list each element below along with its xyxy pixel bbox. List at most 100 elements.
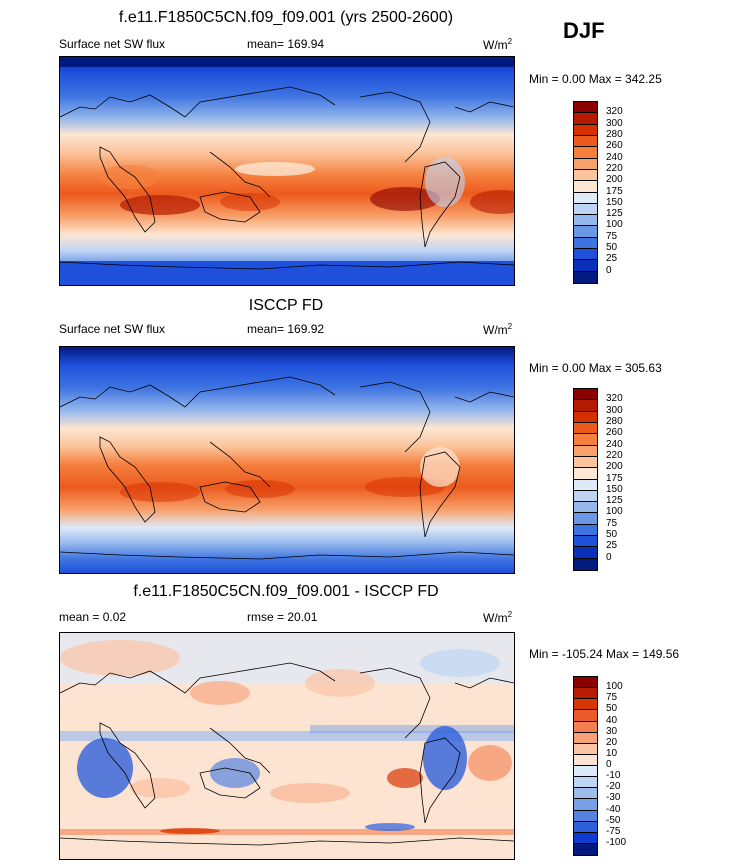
panel-2-mean-label: mean= (247, 322, 285, 336)
colorbar-segment (574, 843, 597, 855)
colorbar-tick-label: 30 (606, 725, 618, 737)
colorbar-tick-label: 50 (606, 703, 618, 715)
colorbar-segment (574, 260, 597, 272)
colorbar-segment (574, 721, 597, 733)
colorbar-segment (574, 699, 597, 711)
panel-1-colorbar (573, 101, 598, 284)
colorbar-segment (574, 215, 597, 227)
colorbar-segment (574, 502, 597, 514)
panel-1-coastlines (60, 86, 514, 270)
colorbar-tick-label: 25 (606, 540, 618, 552)
colorbar-tick-label: 50 (606, 242, 618, 254)
colorbar-segment (574, 147, 597, 159)
colorbar-tick-label: 240 (606, 151, 623, 163)
colorbar-segment (574, 456, 597, 469)
colorbar-tick-label: 300 (606, 404, 623, 416)
colorbar-tick-label: 100 (606, 219, 623, 231)
panel-3-rmse-value: 20.01 (287, 610, 318, 624)
colorbar-segment (574, 766, 597, 778)
colorbar-tick-label: 280 (606, 415, 623, 427)
colorbar-segment (574, 677, 597, 689)
colorbar-tick-label: 25 (606, 253, 618, 265)
colorbar-segment (574, 411, 597, 423)
panel-1-variable-label: Surface net SW flux (59, 37, 166, 51)
panel-2-field (60, 347, 514, 573)
panel-3-rmse-label: rmse = (247, 610, 285, 624)
colorbar-tick-label: -75 (606, 825, 621, 837)
colorbar-segment (574, 203, 597, 216)
colorbar-tick-label: 125 (606, 495, 623, 507)
colorbar-tick-label: 320 (606, 106, 623, 118)
colorbar-segment (574, 536, 597, 548)
colorbar-tick-label: 260 (606, 140, 623, 152)
colorbar-tick-label: 50 (606, 529, 618, 541)
colorbar-tick-label: 75 (606, 692, 618, 704)
panel-2-title: ISCCP FD (248, 297, 324, 314)
colorbar-segment (574, 788, 597, 800)
colorbar-tick-label: -40 (606, 803, 621, 815)
panel-1-range: Min = 0.00 Max = 342.25 (529, 72, 662, 86)
colorbar-tick-label: 200 (606, 174, 623, 186)
panel-1-mean-value: 169.94 (287, 37, 325, 51)
panel-1-map (59, 56, 515, 286)
colorbar-tick-label: 10 (606, 747, 618, 759)
colorbar-segment (574, 434, 597, 446)
colorbar-segment (574, 754, 597, 766)
colorbar-tick-label: 280 (606, 128, 623, 140)
colorbar-tick-label: 175 (606, 185, 623, 197)
colorbar-tick-label: 75 (606, 517, 618, 529)
panel-3-colorbar (573, 676, 598, 856)
colorbar-segment (574, 810, 597, 822)
colorbar-tick-label: -10 (606, 770, 621, 782)
colorbar-tick-label: 20 (606, 736, 618, 748)
panel-2-range: Min = 0.00 Max = 305.63 (529, 361, 662, 375)
colorbar-tick-label: 220 (606, 162, 623, 174)
colorbar-tick-label: 175 (606, 472, 623, 484)
colorbar-segment (574, 732, 597, 744)
colorbar-tick-label: 240 (606, 438, 623, 450)
panel-2-unit: W/m2 (483, 322, 513, 337)
colorbar-segment (574, 226, 597, 238)
colorbar-segment (574, 799, 597, 811)
panel-3-title: f.e11.F1850C5CN.f09_f09.001 - ISCCP FD (133, 583, 439, 600)
panel-1-mean-label: mean= (247, 37, 285, 51)
colorbar-tick-label: 200 (606, 461, 623, 473)
colorbar-segment (574, 688, 597, 700)
panel-2-colorbar (573, 388, 598, 571)
colorbar-tick-label: 320 (606, 393, 623, 405)
colorbar-segment (574, 158, 597, 170)
panel-3-unit: W/m2 (483, 610, 513, 625)
colorbar-segment (574, 135, 597, 148)
colorbar-tick-label: 260 (606, 427, 623, 439)
colorbar-segment (574, 181, 597, 193)
colorbar-segment (574, 192, 597, 204)
colorbar-tick-label: 300 (606, 117, 623, 129)
colorbar-segment (574, 547, 597, 559)
colorbar-tick-label: 150 (606, 196, 623, 208)
colorbar-tick-label: -30 (606, 792, 621, 804)
colorbar-segment (574, 389, 597, 401)
colorbar-segment (574, 468, 597, 480)
panel-3-coastlines (60, 662, 514, 846)
colorbar-tick-label: -50 (606, 814, 621, 826)
colorbar-segment (574, 832, 597, 844)
colorbar-segment (574, 513, 597, 525)
colorbar-tick-label: 40 (606, 714, 618, 726)
colorbar-segment (574, 558, 597, 570)
panel-3-field (60, 633, 514, 859)
colorbar-tick-label: 150 (606, 483, 623, 495)
panel-3-mean: mean = 0.02 (59, 610, 127, 624)
colorbar-segment (574, 479, 597, 491)
colorbar-tick-label: 100 (606, 506, 623, 518)
colorbar-segment (574, 490, 597, 503)
colorbar-segment (574, 237, 597, 250)
colorbar-segment (574, 445, 597, 457)
colorbar-segment (574, 821, 597, 833)
colorbar-segment (574, 400, 597, 412)
colorbar-segment (574, 743, 597, 755)
panel-1-mean: mean= 169.94 (247, 37, 324, 51)
panel-2-coastlines (60, 376, 514, 560)
colorbar-tick-label: 125 (606, 208, 623, 220)
panel-1-field (60, 57, 514, 285)
panel-2-mean-value: 169.92 (287, 322, 325, 336)
